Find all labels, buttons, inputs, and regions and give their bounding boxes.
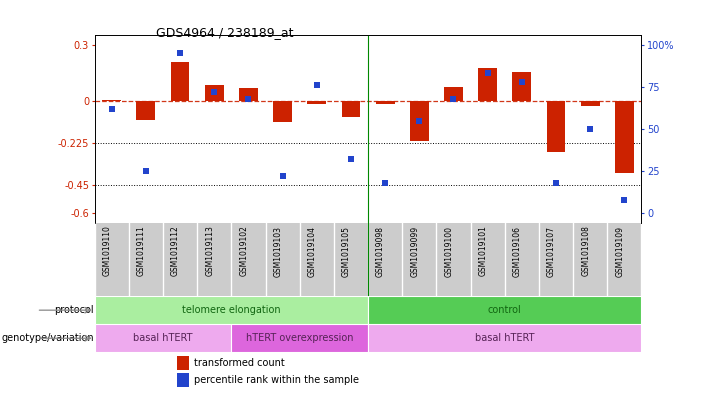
Text: hTERT overexpression: hTERT overexpression — [246, 333, 353, 343]
Point — [311, 82, 322, 88]
Bar — [341, 101, 360, 117]
Point — [140, 168, 151, 174]
Point — [482, 70, 494, 77]
Bar — [547, 101, 566, 152]
Text: GSM1019099: GSM1019099 — [410, 226, 419, 277]
Text: GSM1019100: GSM1019100 — [444, 226, 454, 277]
Text: GSM1019111: GSM1019111 — [137, 226, 146, 276]
Bar — [444, 87, 463, 101]
Bar — [376, 101, 395, 104]
Bar — [580, 101, 599, 106]
Bar — [205, 85, 224, 101]
Text: GSM1019105: GSM1019105 — [342, 226, 351, 277]
Bar — [368, 296, 641, 324]
Point — [516, 79, 527, 85]
Text: transformed count: transformed count — [194, 358, 285, 367]
Bar — [239, 88, 258, 101]
Bar — [95, 324, 231, 352]
Text: GSM1019103: GSM1019103 — [273, 226, 283, 277]
Bar — [615, 101, 634, 173]
Bar — [102, 100, 121, 101]
Text: control: control — [488, 305, 522, 315]
Text: protocol: protocol — [54, 305, 94, 315]
Bar — [231, 324, 368, 352]
Bar — [273, 101, 292, 123]
Text: GSM1019104: GSM1019104 — [308, 226, 317, 277]
Point — [106, 106, 117, 112]
Text: GSM1019107: GSM1019107 — [547, 226, 556, 277]
Point — [448, 95, 459, 102]
Text: telomere elongation: telomere elongation — [182, 305, 280, 315]
Bar — [177, 373, 189, 387]
Text: GSM1019101: GSM1019101 — [479, 226, 488, 276]
Point — [277, 173, 288, 179]
Text: genotype/variation: genotype/variation — [1, 333, 94, 343]
Text: GSM1019109: GSM1019109 — [615, 226, 625, 277]
Text: GSM1019108: GSM1019108 — [581, 226, 590, 276]
Point — [585, 126, 596, 132]
Bar — [177, 356, 189, 370]
Point — [619, 196, 630, 203]
Bar — [137, 101, 156, 119]
Point — [379, 180, 390, 186]
Text: GSM1019106: GSM1019106 — [513, 226, 522, 277]
Bar — [512, 72, 531, 101]
Text: GSM1019098: GSM1019098 — [376, 226, 385, 277]
Text: GSM1019110: GSM1019110 — [103, 226, 111, 276]
Point — [243, 95, 254, 102]
Text: GDS4964 / 238189_at: GDS4964 / 238189_at — [156, 26, 293, 39]
Text: basal hTERT: basal hTERT — [475, 333, 534, 343]
Text: GSM1019102: GSM1019102 — [240, 226, 248, 276]
Bar — [478, 68, 497, 101]
Point — [414, 118, 425, 124]
Bar — [410, 101, 429, 141]
Point — [175, 50, 186, 56]
Bar — [368, 324, 641, 352]
Point — [346, 156, 357, 162]
Text: basal hTERT: basal hTERT — [133, 333, 193, 343]
Text: GSM1019113: GSM1019113 — [205, 226, 215, 276]
Point — [550, 180, 562, 186]
Bar — [170, 62, 189, 101]
Bar — [307, 101, 326, 104]
Text: GSM1019112: GSM1019112 — [171, 226, 180, 276]
Bar — [95, 296, 368, 324]
Point — [209, 89, 220, 95]
Text: percentile rank within the sample: percentile rank within the sample — [194, 375, 359, 385]
